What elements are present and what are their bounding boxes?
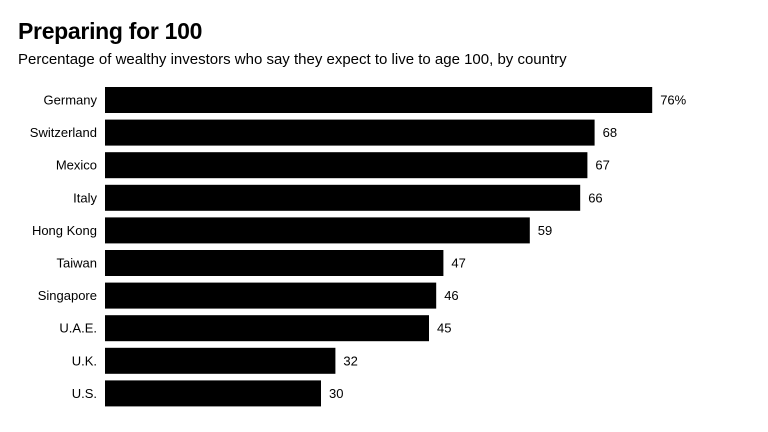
category-label: Germany — [44, 93, 98, 108]
value-label: 47 — [451, 256, 465, 271]
bar — [105, 380, 321, 407]
value-label: 59 — [538, 223, 552, 238]
category-label: Singapore — [38, 288, 97, 303]
bar — [105, 87, 653, 113]
category-label: Hong Kong — [32, 223, 97, 238]
category-label: U.A.E. — [59, 321, 97, 336]
value-label: 32 — [343, 353, 357, 368]
category-label: Switzerland — [30, 125, 97, 140]
bar — [105, 119, 595, 146]
chart-title: Preparing for 100 — [18, 18, 203, 44]
category-label: Taiwan — [57, 256, 97, 271]
bar — [105, 184, 581, 211]
bar — [105, 152, 588, 179]
value-label: 45 — [437, 321, 451, 336]
value-label: 76% — [660, 93, 686, 108]
value-label: 67 — [595, 158, 609, 173]
bar — [105, 347, 336, 374]
category-label: U.S. — [72, 386, 97, 401]
category-label: U.K. — [72, 353, 97, 368]
category-label: Mexico — [56, 158, 97, 173]
value-label: 68 — [603, 125, 617, 140]
chart-subtitle: Percentage of wealthy investors who say … — [18, 51, 567, 68]
bar — [105, 250, 444, 276]
bar — [105, 217, 530, 244]
value-label: 66 — [588, 190, 602, 205]
bar — [105, 315, 429, 342]
category-label: Italy — [73, 190, 97, 205]
bar — [105, 282, 437, 309]
value-label: 46 — [444, 288, 458, 303]
value-label: 30 — [329, 386, 343, 401]
